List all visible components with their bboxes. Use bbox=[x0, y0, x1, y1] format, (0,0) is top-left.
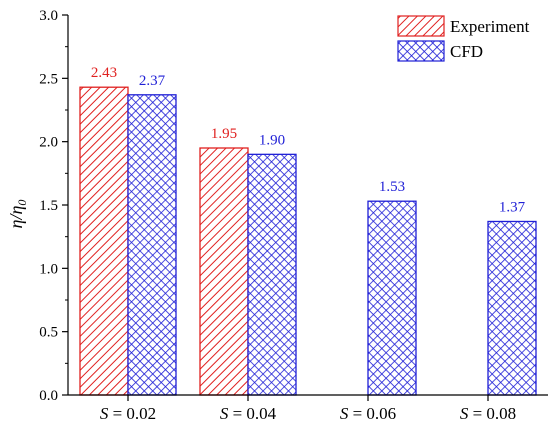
x-tick-label: S = 0.02 bbox=[100, 404, 156, 423]
data-labels-group: 2.43 1.95 2.37 1.90 1.53 1.37 bbox=[91, 65, 526, 215]
bar-cfd-4 bbox=[487, 220, 537, 396]
bar-cfd-1 bbox=[127, 94, 177, 396]
y-axis-label: η/η0 bbox=[6, 200, 29, 229]
data-label-experiment-2: 1.95 bbox=[211, 126, 237, 142]
x-tick-label: S = 0.04 bbox=[220, 404, 277, 423]
legend: Experiment CFD bbox=[397, 15, 530, 62]
y-tick-label: 0.0 bbox=[39, 388, 58, 404]
y-tick-label: 3.0 bbox=[39, 8, 58, 24]
bar-cfd-2 bbox=[247, 153, 297, 396]
y-tick-label: 1.5 bbox=[39, 198, 58, 214]
data-label-cfd-4: 1.37 bbox=[499, 199, 526, 215]
x-tick-label: S = 0.08 bbox=[460, 404, 516, 423]
bar-cfd-3 bbox=[367, 200, 417, 396]
data-label-cfd-3: 1.53 bbox=[379, 179, 405, 195]
legend-swatch-experiment bbox=[397, 15, 445, 37]
y-tick-label: 1.0 bbox=[39, 261, 58, 277]
data-label-cfd-2: 1.90 bbox=[259, 132, 285, 148]
data-label-cfd-1: 2.37 bbox=[139, 73, 166, 89]
y-tick-label: 0.5 bbox=[39, 325, 58, 341]
x-tick-label: S = 0.06 bbox=[340, 404, 396, 423]
y-tick-label: 2.5 bbox=[39, 71, 58, 87]
legend-swatch-cfd bbox=[397, 40, 445, 62]
bar-experiment-2 bbox=[199, 147, 249, 396]
x-ticks-group: S = 0.02 S = 0.04 S = 0.06 S = 0.08 bbox=[100, 395, 516, 423]
legend-label-experiment: Experiment bbox=[450, 17, 530, 36]
y-ticks-group: 0.0 0.5 1.0 1.5 2.0 2.5 3.0 bbox=[39, 8, 68, 404]
y-tick-label: 2.0 bbox=[39, 135, 58, 151]
data-label-experiment-1: 2.43 bbox=[91, 65, 117, 81]
bars-group bbox=[79, 86, 537, 396]
legend-label-cfd: CFD bbox=[450, 42, 483, 61]
bar-experiment-1 bbox=[79, 86, 129, 396]
